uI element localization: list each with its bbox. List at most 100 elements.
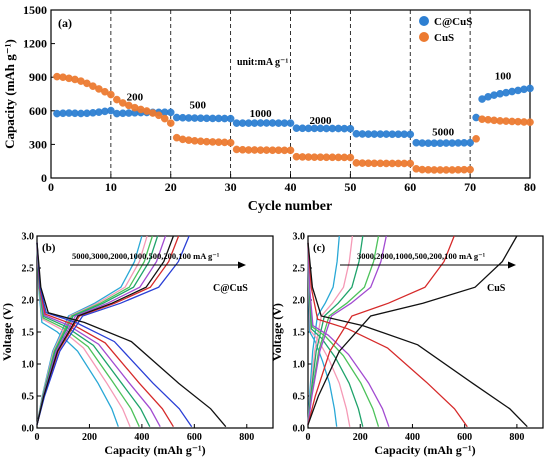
rate-annotation: 2000: [309, 115, 332, 127]
x-tick-label: 40: [285, 180, 297, 194]
panel-a-rate-annotations: 200 500 1000 2000 5000 100: [127, 70, 512, 138]
y-tick-label: 2.5: [293, 264, 306, 275]
discharge-curve-1000: [36, 242, 151, 427]
legend-marker-cuc: [419, 16, 429, 26]
panel-a-ylabel: Capacity (mAh g⁻¹): [2, 39, 17, 149]
x-tick-label: 30: [225, 180, 237, 194]
data-point-cus: [286, 146, 295, 155]
y-tick-label: 1.5: [22, 328, 35, 339]
panel-c-ylabel: Voltage (V): [270, 303, 284, 361]
x-tick-label: 0: [48, 180, 54, 194]
y-tick-label: 1.5: [293, 328, 306, 339]
panel-a-legend: C@CuS CuS: [419, 16, 472, 44]
rate-annotation: 100: [495, 70, 512, 82]
x-tick-label: 70: [464, 180, 476, 194]
panel-b-voltage-profiles-cuc: 0 200 400 600 800 0.0 0.5 1.0 1.5 2.0 2.5 3.0 (b) 5…: [0, 232, 274, 457]
panel-c-name: CuS: [487, 283, 506, 294]
discharge-curve-200: [307, 242, 390, 427]
charge-curve-5000: [36, 235, 143, 425]
rate-annotation: 1000: [250, 108, 273, 120]
y-tick-label: 900: [29, 70, 47, 84]
y-tick-label: 2.0: [22, 296, 35, 307]
panel-c-curves: [307, 235, 528, 428]
y-tick-label: 3.0: [293, 232, 306, 243]
panel-a-label: (a): [58, 16, 72, 30]
panel-b-ticks: 0 200 400 600 800 0.0 0.5 1.0 1.5 2.0 2.5 3.0: [22, 232, 255, 444]
data-point-cuc: [466, 138, 474, 147]
discharge-curve-500: [36, 242, 161, 428]
y-tick-label: 2.0: [293, 296, 306, 307]
legend-marker-cus: [419, 32, 429, 42]
data-point-cus: [226, 138, 235, 147]
panel-c-rates-text: 3000,2000,1000,500,200,100 mA g⁻¹: [357, 251, 486, 261]
data-point-cus: [406, 159, 415, 168]
y-tick-label: 3.0: [22, 232, 35, 243]
charge-curve-1000: [307, 235, 364, 425]
data-point-cus: [160, 114, 169, 123]
panel-b-rates-text: 5000,3000,2000,1000,500,200,100 mA g⁻¹: [72, 251, 220, 261]
y-tick-label: 1200: [23, 37, 47, 51]
x-tick-label: 200: [82, 432, 97, 443]
panel-a-ticks: 0 10 20 30 40 50 60 70 80 0 300 600 900 1200 1500: [23, 3, 536, 194]
data-point-cus: [526, 118, 534, 127]
x-tick-label: 10: [105, 180, 117, 194]
charge-curve-100-1st-: [307, 235, 518, 426]
data-point-cus: [113, 95, 121, 104]
charge-curve-3000: [307, 235, 340, 425]
x-tick-label: 400: [134, 432, 149, 443]
x-tick-label: 800: [509, 432, 524, 443]
y-tick-label: 600: [29, 104, 47, 118]
rate-annotation: 200: [127, 92, 144, 104]
panel-c-voltage-profiles-cus: 0 200 400 600 800 0.0 0.5 1.0 1.5 2.0 2.5 3.0 (c) 3…: [270, 232, 544, 457]
data-point-cus: [346, 153, 355, 162]
y-tick-label: 1500: [23, 3, 47, 17]
legend-label-cuc: C@CuS: [434, 16, 472, 28]
data-point-cuc: [286, 119, 295, 127]
x-tick-label: 50: [344, 180, 356, 194]
y-tick-label: 1.0: [293, 360, 306, 371]
x-tick-label: 800: [239, 432, 254, 443]
data-point-cus: [166, 119, 175, 127]
x-tick-label: 0: [35, 432, 40, 443]
y-tick-label: 0.5: [22, 392, 35, 403]
data-point-cuc: [406, 130, 415, 139]
y-tick-label: 300: [29, 137, 47, 151]
panel-a-data-points: [53, 72, 534, 174]
charge-curve-200: [36, 235, 180, 425]
data-point-cuc: [166, 108, 175, 117]
discharge-curve-100: [36, 242, 193, 428]
panel-b-xlabel: Capacity (mAh g⁻¹): [104, 443, 205, 457]
data-point-cus: [107, 90, 115, 99]
charge-curve-500: [36, 235, 167, 425]
charge-curve-100: [36, 235, 190, 425]
x-tick-label: 20: [165, 180, 177, 194]
y-tick-label: 0.5: [293, 392, 306, 403]
panel-c-xlabel: Capacity (mAh g⁻¹): [374, 443, 475, 457]
discharge-curve-2000: [36, 242, 140, 427]
panel-b-curves: [36, 235, 227, 428]
y-tick-label: 1.0: [22, 360, 35, 371]
rate-annotation: 5000: [432, 126, 455, 138]
x-tick-label: 600: [457, 432, 472, 443]
data-point-cuc: [526, 84, 534, 93]
panel-a-unit-label: unit:mA g⁻¹: [237, 57, 288, 68]
x-tick-label: 400: [405, 432, 420, 443]
discharge-curve-100: [307, 242, 468, 428]
panel-b-label: (b): [42, 242, 56, 254]
y-tick-label: 2.5: [22, 264, 35, 275]
charge-curve-100: [307, 235, 455, 425]
discharge-curve-100-1st-: [307, 242, 528, 428]
panel-c-label: (c): [313, 242, 326, 254]
panel-c-ticks: 0 200 400 600 800 0.0 0.5 1.0 1.5 2.0 2.5 3.0: [293, 232, 525, 444]
panel-b-ylabel: Voltage (V): [0, 303, 14, 361]
x-tick-label: 600: [187, 432, 202, 443]
charge-curve-100-1st-: [36, 235, 175, 425]
data-point-cus: [466, 165, 474, 174]
x-tick-label: 200: [353, 432, 368, 443]
discharge-curve-100-1st-: [36, 242, 227, 428]
rate-annotation: 500: [189, 100, 206, 112]
data-point-cuc: [107, 106, 115, 115]
charge-curve-200: [307, 235, 387, 425]
panel-b-name: C@CuS: [213, 283, 248, 294]
